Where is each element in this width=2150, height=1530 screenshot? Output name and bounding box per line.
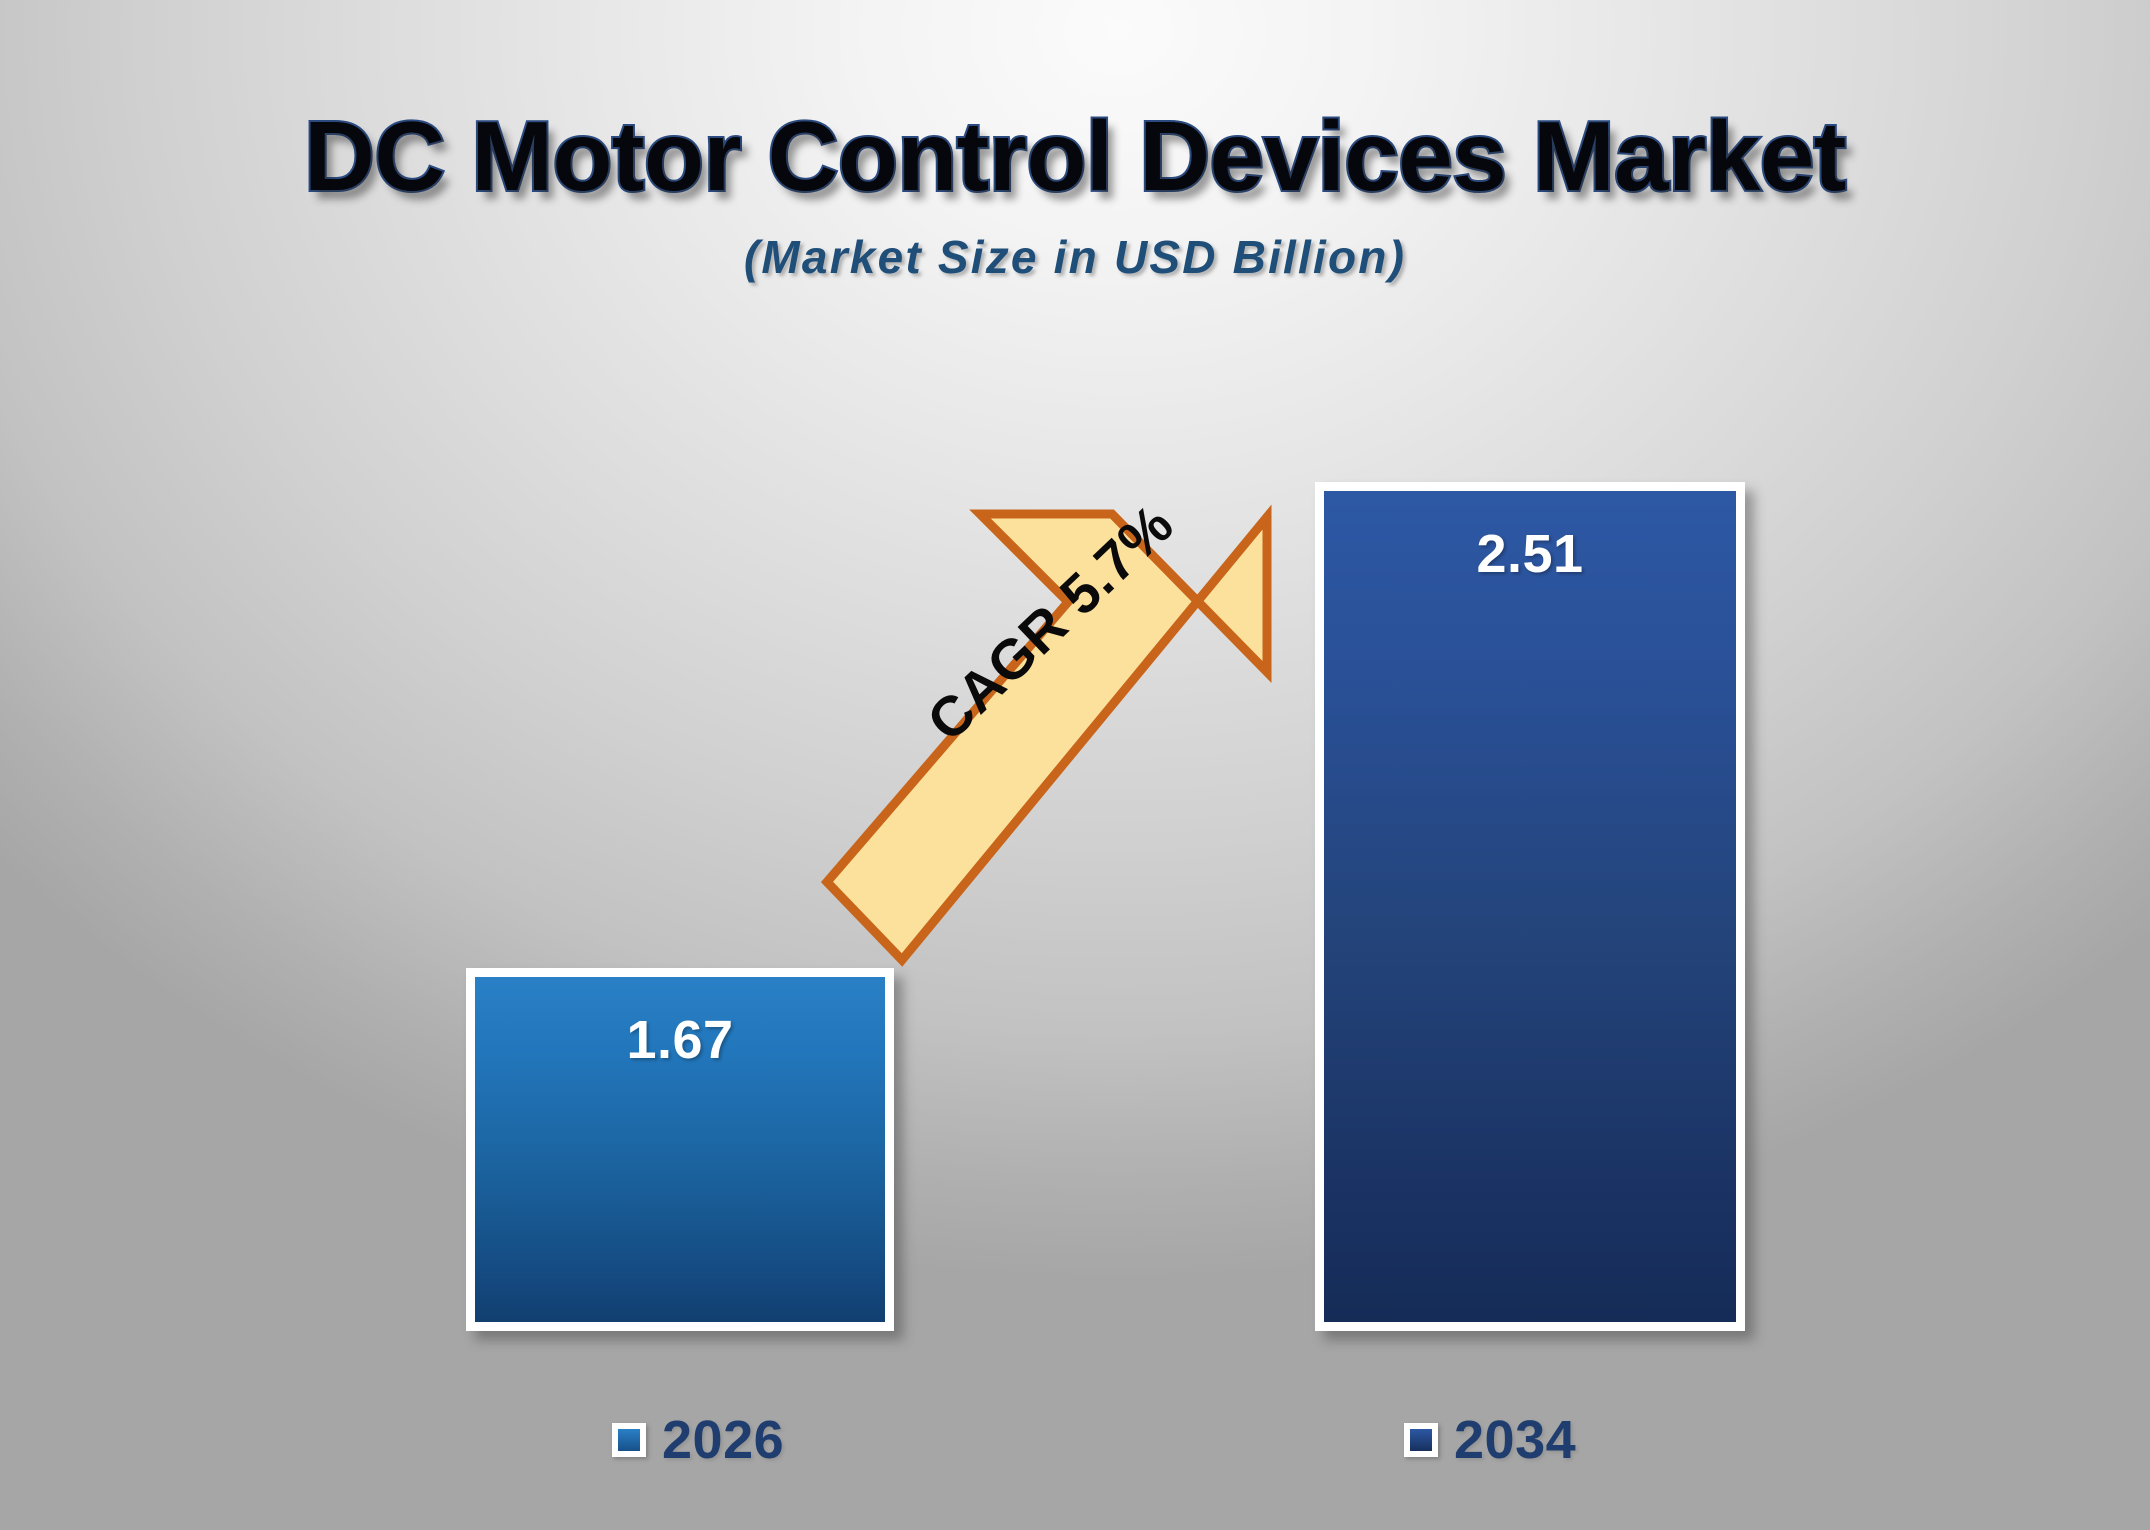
- title-block: DC Motor Control Devices Market (Market …: [0, 101, 2150, 284]
- legend-swatch-2034-icon: [1404, 1423, 1438, 1457]
- bar-2034: 2.51: [1315, 482, 1745, 1331]
- chart-subtitle: (Market Size in USD Billion): [743, 230, 1407, 283]
- legend-label-2034: 2034: [1454, 1410, 1577, 1470]
- legend-label-2026: 2026: [662, 1410, 785, 1470]
- legend-item-2026[interactable]: 2026: [612, 1405, 784, 1475]
- cagr-growth-arrow-icon: [790, 470, 1310, 1000]
- bar-2026: 1.67: [466, 968, 894, 1331]
- page-title: DC Motor Control Devices Market: [302, 101, 1848, 211]
- bar-2034-value-label: 2.51: [1476, 524, 1584, 584]
- cagr-label: CAGR 5.7%: [914, 492, 1186, 753]
- bar-2026-fill: 1.67: [475, 977, 885, 1322]
- legend-swatch-2026-icon: [612, 1423, 646, 1457]
- bar-2034-fill: 2.51: [1324, 491, 1736, 1322]
- bar-2026-value-label: 1.67: [626, 1010, 734, 1070]
- legend-item-2034[interactable]: 2034: [1404, 1405, 1576, 1475]
